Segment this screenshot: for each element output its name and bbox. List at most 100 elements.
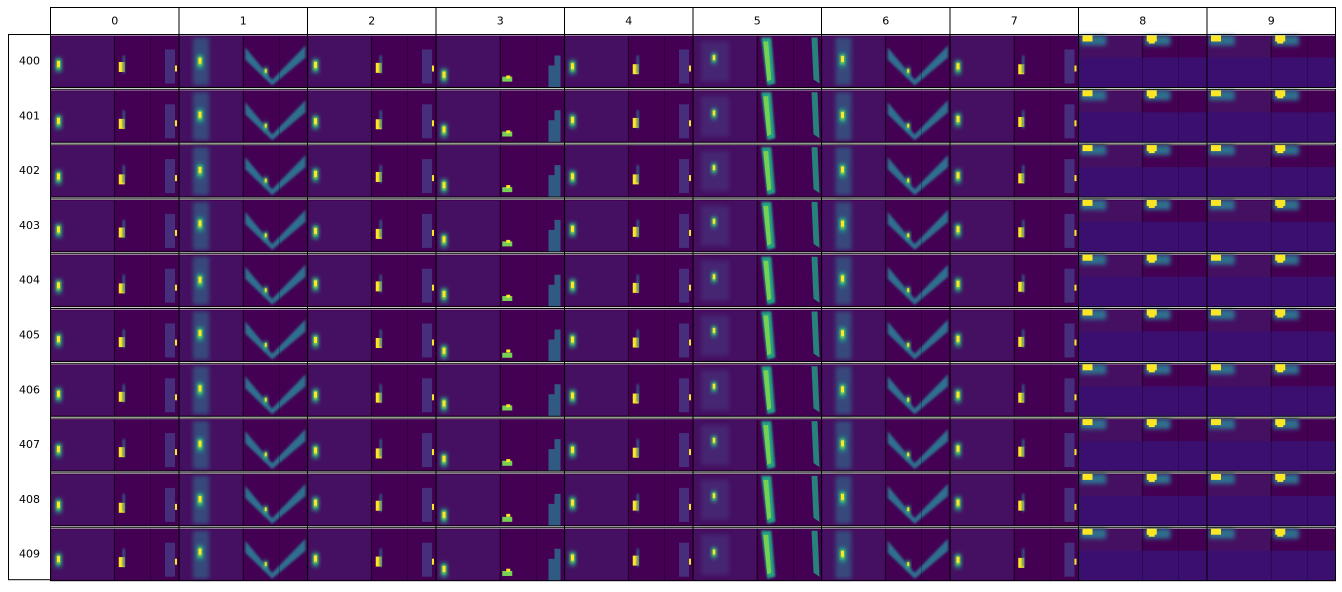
lower-band [1142,441,1207,472]
cell-402-6 [821,145,950,198]
heat-blob [907,452,910,457]
cell-403-5 [693,199,822,252]
cell-402-1 [179,145,308,198]
heat-blob [1211,528,1221,535]
subpanel-left [180,310,243,361]
cell-408-1 [179,473,308,526]
heat-blob [571,446,574,453]
heat-blob [118,227,125,238]
heat-blob [956,556,960,563]
heat-blob [571,281,574,288]
lower-band [1271,57,1336,88]
subpanel-left [951,529,1014,580]
heat-blob [907,178,910,183]
heat-blob [1082,254,1093,261]
edge-strip [422,159,432,194]
heat-blob [57,61,60,68]
top-glow [1209,145,1235,156]
heat-blob [1082,199,1093,206]
diagonal-strip-core [763,96,772,137]
heat-blob [841,440,844,447]
edge-strip [679,49,689,84]
heat-blob [1018,500,1025,511]
subpanel-left [180,529,243,580]
edge-diagonal [811,421,820,468]
subpanel-left [51,91,114,142]
heat-blob [264,507,267,512]
top-glow [1144,199,1171,210]
heat-blob [632,174,639,185]
heat-blob [1082,419,1093,426]
cell-402-4 [564,145,693,198]
row-label-frame [8,34,51,581]
cell-401-0 [50,90,179,143]
edge-strip [422,433,432,468]
heat-blob [118,283,125,294]
diagonal-strip-core [763,260,772,301]
heat-blob [506,404,511,408]
subpanel-left [565,310,628,361]
heat-blob [264,397,267,402]
top-glow [1273,35,1299,46]
heat-blob [1277,311,1284,318]
heat-blob [907,69,910,73]
lower-band [1142,495,1207,526]
row-label-407: 407 [19,438,40,451]
heat-blob [841,386,844,393]
subpanel-left [437,310,500,361]
lower-band [1142,57,1207,88]
cell-406-1 [179,364,308,417]
heat-blob [1148,256,1155,263]
subpanel-left [565,420,628,471]
lower-band [1207,331,1272,362]
lower-band [1271,276,1336,307]
edge-strip [165,378,175,413]
heat-blob [956,115,960,122]
column-label-8: 8 [1139,15,1146,28]
edge-strip [1064,542,1075,577]
heat-blob [264,452,267,457]
top-glow [1273,90,1299,101]
lower-band [1207,57,1272,88]
subpanel-left [951,365,1014,416]
heat-blob [1211,473,1221,480]
edge-strip [422,213,432,248]
subpanel-left [180,36,243,87]
subpanel-left [51,255,114,306]
heat-blob [841,550,844,557]
subpanel-left [437,420,500,471]
heat-blob [712,437,716,443]
heat-blob [198,496,202,503]
heat-blob [571,116,574,123]
cell-400-2 [307,35,436,88]
heat-blob [198,111,202,118]
heat-blob [689,394,691,401]
lower-band [1142,276,1207,307]
top-glow [1273,199,1299,210]
heat-blob [1148,37,1155,44]
edge-strip [422,323,432,358]
cell-401-6 [821,90,950,143]
cell-402-7 [950,145,1079,198]
cell-408-0 [50,473,179,526]
heat-blob [122,110,125,129]
heat-blob [636,548,639,567]
subpanel-left [951,146,1014,197]
edge-strip [165,104,175,139]
top-glow [1209,309,1235,320]
edge-strip [165,49,175,84]
heat-blob [1148,366,1155,373]
heat-blob [1148,92,1155,99]
heat-blob [442,126,446,133]
heat-blob [264,178,267,183]
heat-blob [175,65,177,72]
column-label-3: 3 [497,15,504,28]
heat-blob [379,165,382,184]
heat-blob [375,448,382,459]
heat-blob [1211,145,1221,152]
v-shape-region [245,45,306,86]
lower-band [1078,331,1143,362]
heat-blob [432,120,434,127]
cell-402-0 [50,145,179,198]
